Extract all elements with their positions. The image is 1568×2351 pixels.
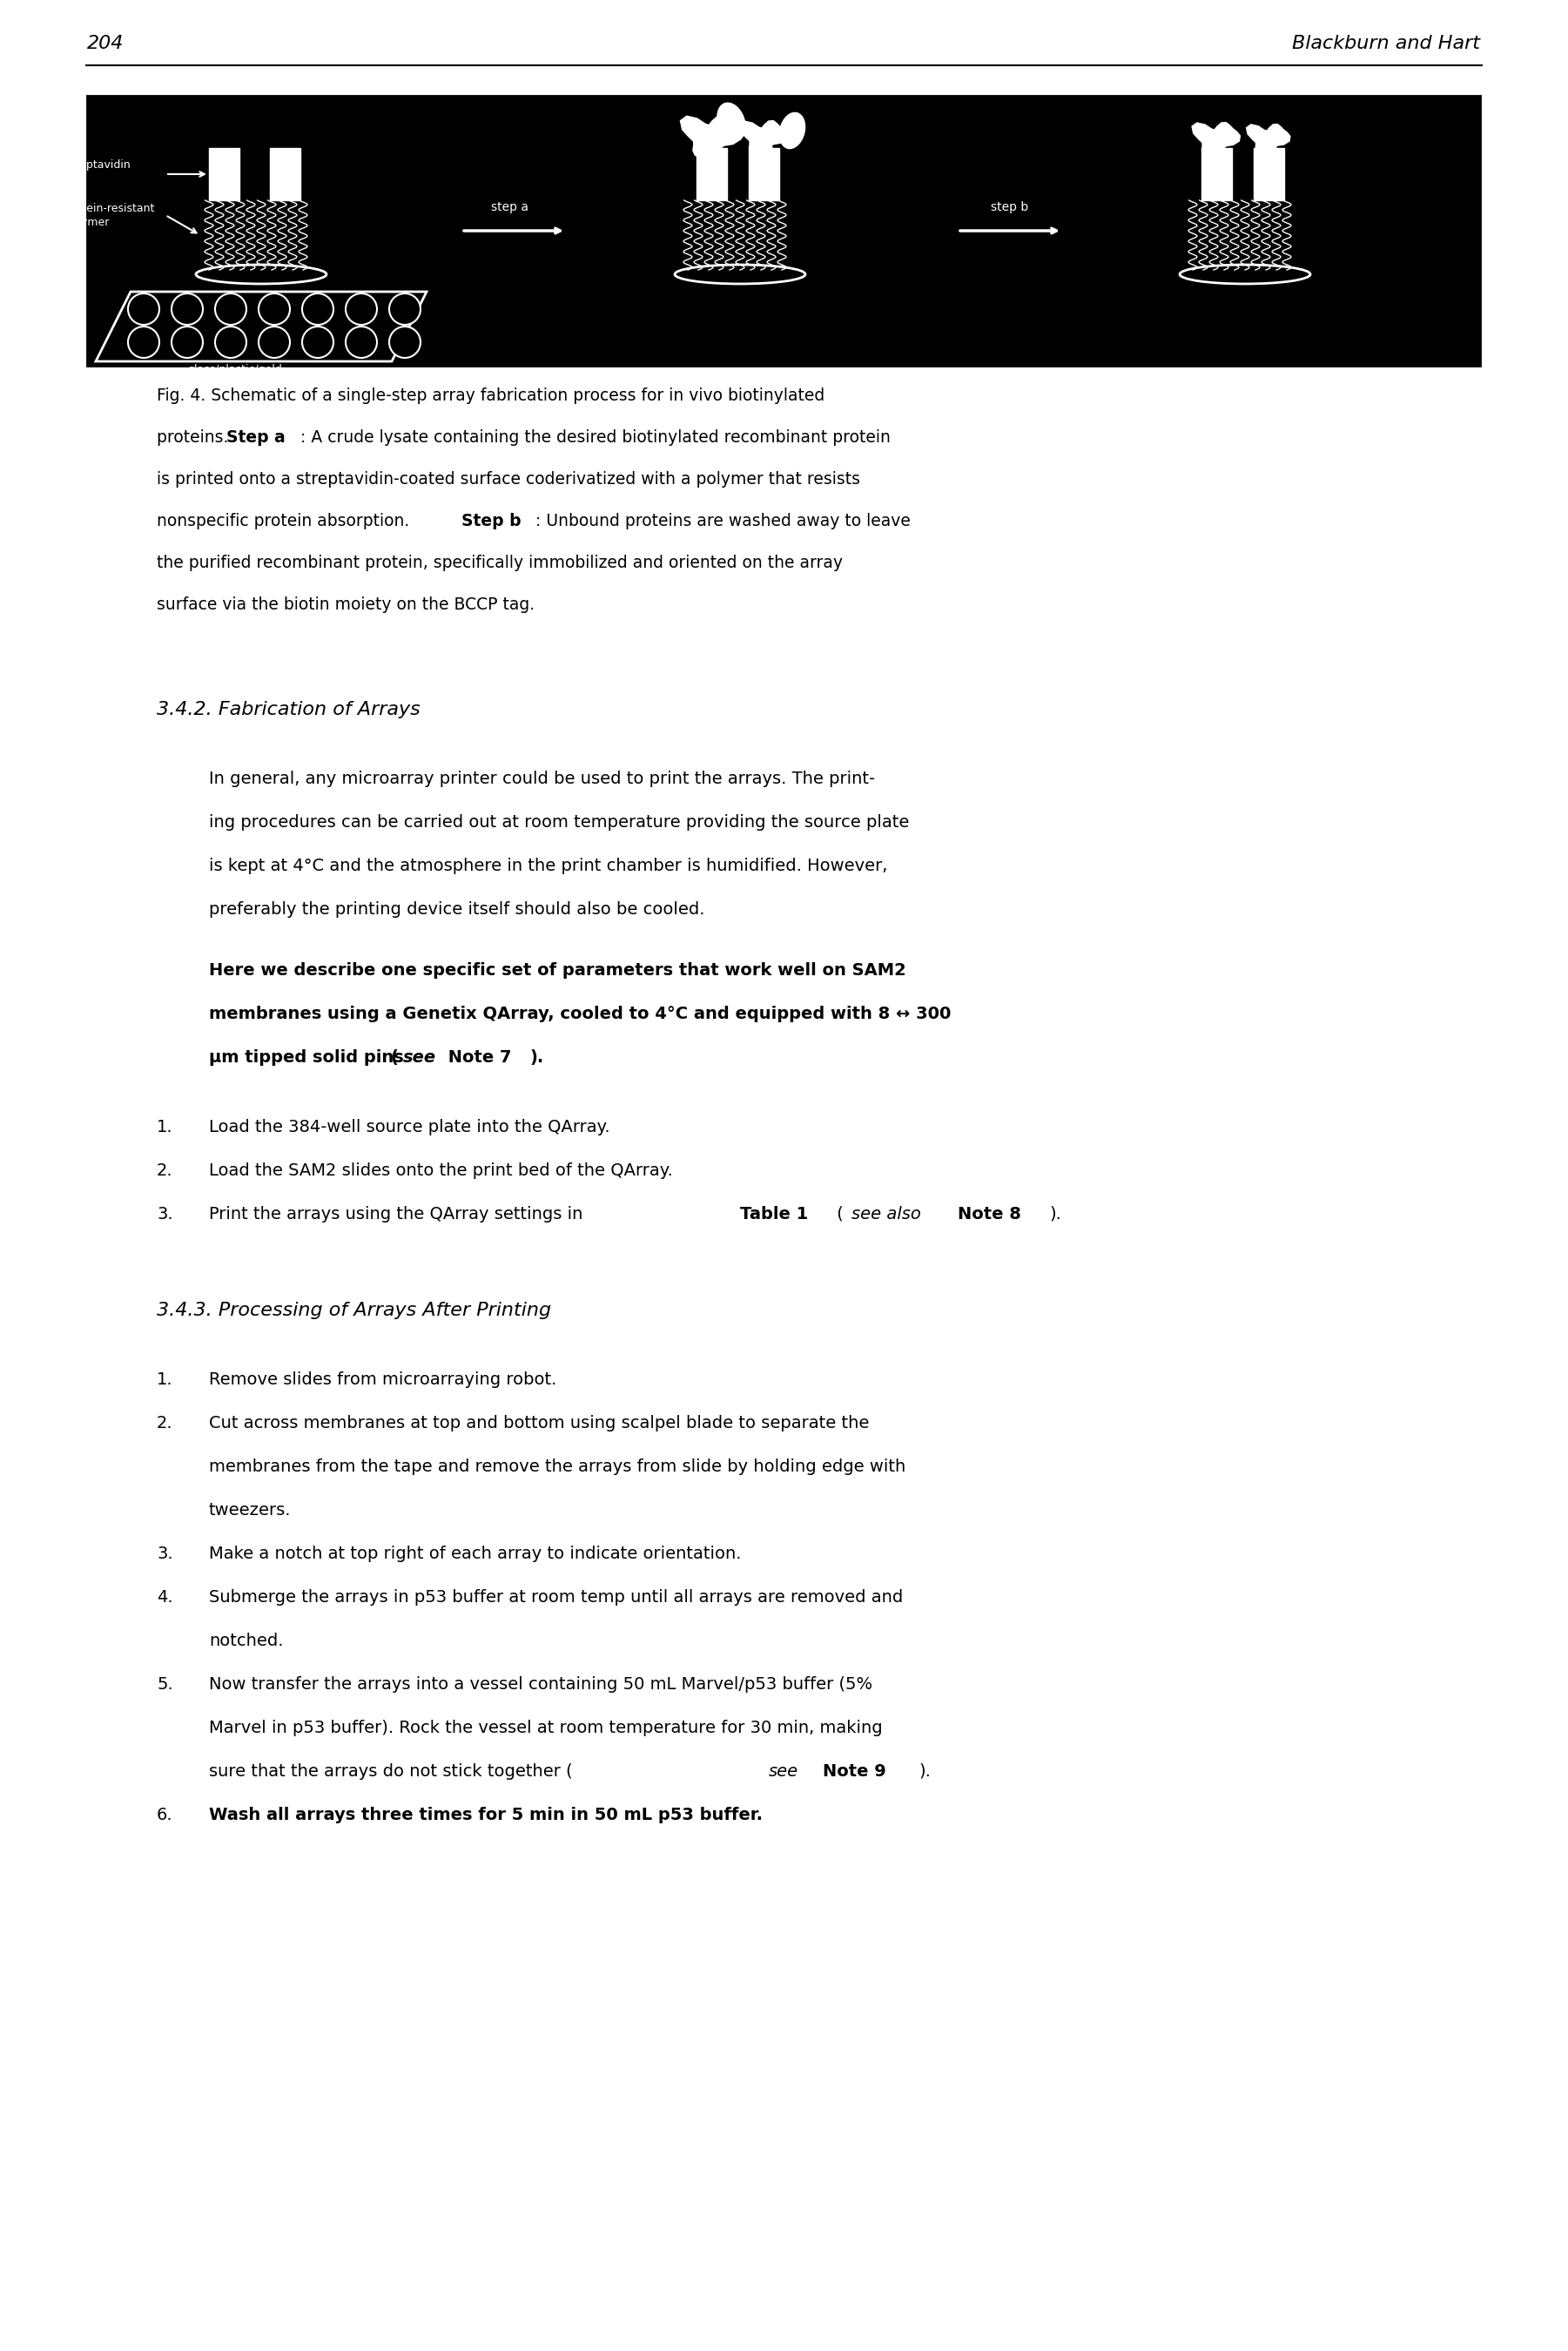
Text: 6.: 6. [157,1808,172,1824]
Text: 3.4.2. Fabrication of Arrays: 3.4.2. Fabrication of Arrays [157,701,420,719]
Text: surface via the biotin moiety on the BCCP tag.: surface via the biotin moiety on the BCC… [157,597,535,614]
Circle shape [303,327,334,357]
Text: ).: ). [1049,1206,1062,1223]
Circle shape [215,294,246,324]
Circle shape [345,327,376,357]
Text: 5.: 5. [157,1676,172,1693]
Text: 2.: 2. [157,1415,172,1432]
Text: glass/plastic/gold: glass/plastic/gold [188,364,282,376]
Circle shape [259,327,290,357]
Ellipse shape [674,266,806,284]
Ellipse shape [779,113,804,148]
Circle shape [129,327,160,357]
Circle shape [345,294,376,324]
Circle shape [215,327,246,357]
Circle shape [389,294,420,324]
Text: : A crude lysate containing the desired biotinylated recombinant protein: : A crude lysate containing the desired … [301,430,891,447]
Text: (: ( [831,1206,844,1223]
Polygon shape [96,292,426,362]
Text: μm tipped solid pins: μm tipped solid pins [209,1049,409,1065]
Text: proteins.: proteins. [157,430,234,447]
Text: Blackburn and Hart: Blackburn and Hart [1292,35,1480,52]
Bar [750,148,779,200]
Text: see also: see also [851,1206,920,1223]
Text: Load the SAM2 slides onto the print bed of the QArray.: Load the SAM2 slides onto the print bed … [209,1161,673,1178]
Text: see: see [403,1049,436,1065]
Text: streptavidin: streptavidin [66,160,130,172]
Circle shape [129,294,160,324]
Bar [209,148,240,200]
Text: Note 7: Note 7 [442,1049,511,1065]
Text: 2.: 2. [157,1161,172,1178]
Ellipse shape [196,266,326,284]
Text: membranes from the tape and remove the arrays from slide by holding edge with: membranes from the tape and remove the a… [209,1458,906,1474]
Circle shape [171,294,202,324]
Text: ).: ). [919,1763,930,1780]
Ellipse shape [1179,266,1311,284]
Circle shape [303,294,334,324]
Text: is printed onto a streptavidin-coated surface coderivatized with a polymer that : is printed onto a streptavidin-coated su… [157,470,861,487]
Bar [88,96,1480,367]
Ellipse shape [717,103,745,141]
Text: 4.: 4. [157,1589,172,1606]
Text: Wash all arrays three times for 5 min in 50 mL p53 buffer.: Wash all arrays three times for 5 min in… [209,1808,762,1824]
Bar [1201,148,1232,200]
Text: notched.: notched. [209,1632,284,1648]
Bar [270,148,301,200]
Text: Remove slides from microarraying robot.: Remove slides from microarraying robot. [209,1371,557,1387]
Text: the purified recombinant protein, specifically immobilized and oriented on the a: the purified recombinant protein, specif… [157,555,842,571]
Circle shape [171,327,202,357]
Text: Load the 384-well source plate into the QArray.: Load the 384-well source plate into the … [209,1119,610,1136]
Circle shape [389,327,420,357]
Polygon shape [1247,125,1290,165]
Text: 3.: 3. [157,1206,172,1223]
Text: 3.4.3. Processing of Arrays After Printing: 3.4.3. Processing of Arrays After Printi… [157,1302,552,1319]
Text: Submerge the arrays in p53 buffer at room temp until all arrays are removed and: Submerge the arrays in p53 buffer at roo… [209,1589,903,1606]
Text: is kept at 4°C and the atmosphere in the print chamber is humidified. However,: is kept at 4°C and the atmosphere in the… [209,858,887,875]
Text: sure that the arrays do not stick together (: sure that the arrays do not stick togeth… [209,1763,572,1780]
Text: Here we describe one specific set of parameters that work well on SAM2: Here we describe one specific set of par… [209,962,906,978]
Text: Step a: Step a [226,430,285,447]
Text: preferably the printing device itself should also be cooled.: preferably the printing device itself sh… [209,900,704,917]
Text: protein-resistant: protein-resistant [66,202,155,214]
Text: tweezers.: tweezers. [209,1502,292,1519]
Text: step a: step a [491,202,528,214]
Bar [696,148,728,200]
Text: ing procedures can be carried out at room temperature providing the source plate: ing procedures can be carried out at roo… [209,813,909,830]
Text: Table 1: Table 1 [740,1206,808,1223]
Bar [1254,148,1284,200]
Text: ).: ). [530,1049,544,1065]
Polygon shape [681,115,742,172]
Text: step b: step b [991,202,1029,214]
Text: nonspecific protein absorption.: nonspecific protein absorption. [157,513,414,529]
Text: 3.: 3. [157,1545,172,1561]
Polygon shape [1192,122,1240,167]
Text: Step b: Step b [461,513,521,529]
Text: polymer: polymer [66,216,110,228]
Text: Note 8: Note 8 [958,1206,1021,1223]
Text: Fig. 4. Schematic of a single-step array fabrication process for in vivo biotiny: Fig. 4. Schematic of a single-step array… [157,388,825,404]
Circle shape [259,294,290,324]
Text: Marvel in p53 buffer). Rock the vessel at room temperature for 30 min, making: Marvel in p53 buffer). Rock the vessel a… [209,1719,883,1737]
Text: 204: 204 [88,35,124,52]
Text: 1.: 1. [157,1119,172,1136]
Text: (: ( [390,1049,398,1065]
Text: Now transfer the arrays into a vessel containing 50 mL Marvel/p53 buffer (5%: Now transfer the arrays into a vessel co… [209,1676,872,1693]
Text: Print the arrays using the QArray settings in: Print the arrays using the QArray settin… [209,1206,588,1223]
Text: 1.: 1. [157,1371,172,1387]
Text: Make a notch at top right of each array to indicate orientation.: Make a notch at top right of each array … [209,1545,742,1561]
Text: : Unbound proteins are washed away to leave: : Unbound proteins are washed away to le… [535,513,911,529]
Text: membranes using a Genetix QArray, cooled to 4°C and equipped with 8 ↔ 300: membranes using a Genetix QArray, cooled… [209,1006,952,1023]
Text: see: see [768,1763,798,1780]
Polygon shape [739,120,787,165]
Text: Note 9: Note 9 [823,1763,886,1780]
Text: In general, any microarray printer could be used to print the arrays. The print-: In general, any microarray printer could… [209,771,875,788]
Text: Cut across membranes at top and bottom using scalpel blade to separate the: Cut across membranes at top and bottom u… [209,1415,869,1432]
